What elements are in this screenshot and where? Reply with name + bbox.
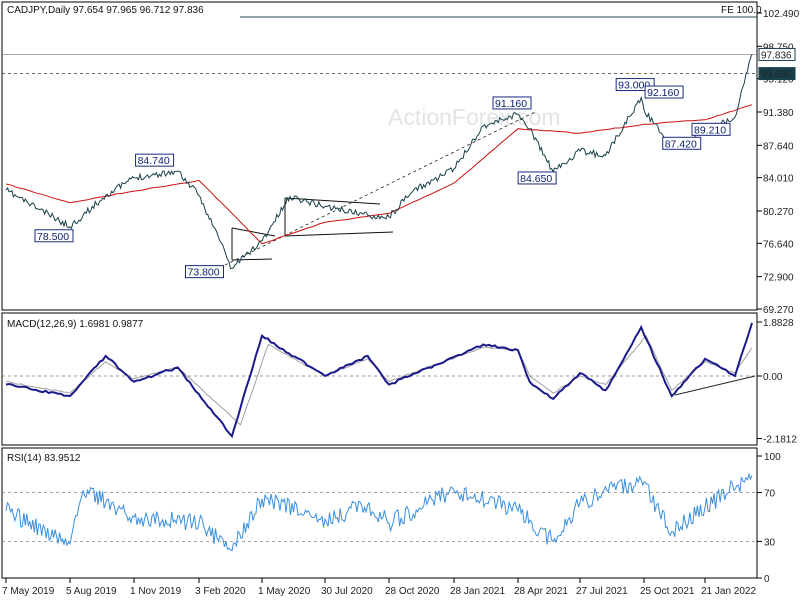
trendlines: [224, 110, 538, 266]
price-tick-label: 87.640: [763, 141, 794, 152]
fe-label: FE 100.0: [721, 5, 762, 16]
macd-tick-label: 1.8828: [763, 318, 794, 329]
pivot-label: 89.210: [694, 124, 726, 136]
rsi-tick-label: 100: [764, 452, 781, 463]
channel-top-line: [284, 197, 381, 205]
pivot-label: 78.500: [37, 231, 69, 243]
wedge-top-line: [231, 227, 276, 237]
pivot-label-box: [662, 136, 702, 150]
pivot-label-box: [185, 265, 224, 279]
rsi-tick-label: 0: [764, 574, 770, 585]
macd-line: [5, 322, 753, 439]
reference-price-box: [758, 67, 796, 81]
pivot-label: 93.000: [618, 80, 650, 92]
x-tick-label: 28 Oct 2020: [385, 586, 440, 597]
x-tick-label: 1 Nov 2019: [130, 586, 182, 597]
price-panel: [1, 1, 758, 311]
price-panel-title: CADJPY,Daily 97.654 97.965 96.712 97.836: [7, 5, 204, 16]
pivot-label-box: [135, 153, 175, 167]
projection-line: [224, 110, 538, 266]
price-tick-label: 84.010: [763, 174, 794, 185]
x-tick-label: 7 May 2019: [2, 586, 55, 597]
pivot-label: 91.160: [495, 98, 527, 110]
macd-panel-title: MACD(12,26,9) 1.6981 0.9877: [7, 319, 144, 330]
reference-price-label: 95.690: [761, 70, 792, 81]
rsi-panel-title: RSI(14) 83.9512: [7, 453, 81, 464]
x-tick-label: 5 Aug 2019: [66, 586, 117, 597]
reference-price-box: [758, 47, 796, 61]
x-tick-label: 30 Jul 2020: [321, 586, 373, 597]
pivot-label: 92.160: [647, 87, 679, 99]
rsi-tick-label: 70: [764, 489, 776, 500]
pivot-label-box: [644, 85, 684, 99]
price-tick-label: 72.900: [763, 273, 794, 284]
wedge-bottom-line: [231, 258, 273, 261]
pivot-label-box: [691, 122, 731, 136]
rsi-line: [5, 472, 753, 552]
watermark: ActionForex.com: [388, 104, 561, 130]
macd-tick-label: 0.00: [763, 372, 783, 383]
pivot-label: 84.740: [138, 155, 170, 167]
price-tick-label: 80.270: [763, 207, 794, 218]
macd-tick-label: -2.1812: [763, 435, 797, 446]
reference-price-label: 97.836: [761, 50, 792, 61]
macd-panel: [1, 312, 758, 446]
x-tick-label: 28 Apr 2021: [514, 586, 568, 597]
price-tick-label: 102.490: [763, 9, 800, 20]
x-tick-label: 25 Oct 2021: [640, 586, 695, 597]
x-tick-label: 1 May 2020: [258, 586, 311, 597]
pivot-label-box: [517, 171, 557, 185]
pivot-label: 87.420: [665, 138, 697, 150]
x-tick-label: 3 Feb 2020: [195, 586, 246, 597]
x-axis: 7 May 2019 5 Aug 2019 1 Nov 2019 3 Feb 2020…: [2, 578, 756, 597]
pivot-label-box: [34, 229, 74, 243]
price-tick-label: 76.640: [763, 239, 794, 250]
price-tick-label: 98.750: [763, 42, 794, 53]
price-tick-label: 69.270: [763, 305, 794, 316]
rsi-tick-label: 30: [764, 537, 776, 548]
price-line: [5, 54, 753, 270]
pivot-label-box: [492, 96, 532, 110]
price-tick-label: 91.380: [763, 108, 794, 119]
macd-trendline: [674, 375, 756, 396]
rsi-axis: 100 70 30 0: [2, 452, 781, 585]
x-tick-label: 27 Jul 2021: [576, 586, 628, 597]
moving-average-line: [5, 104, 753, 245]
x-tick-label: 21 Jan 2022: [701, 586, 756, 597]
pivot-label: 84.650: [520, 173, 552, 185]
price-tick-label: 95.120: [763, 75, 794, 86]
macd-axis: 1.8828 0.00 -2.1812: [2, 318, 797, 446]
price-axis: 102.490 98.750 95.120 91.380 87.640 84.010 80.…: [757, 9, 800, 316]
x-tick-label: 28 Jan 2021: [450, 586, 505, 597]
pivot-label: 73.800: [188, 267, 220, 279]
channel-bottom-line: [284, 231, 394, 237]
